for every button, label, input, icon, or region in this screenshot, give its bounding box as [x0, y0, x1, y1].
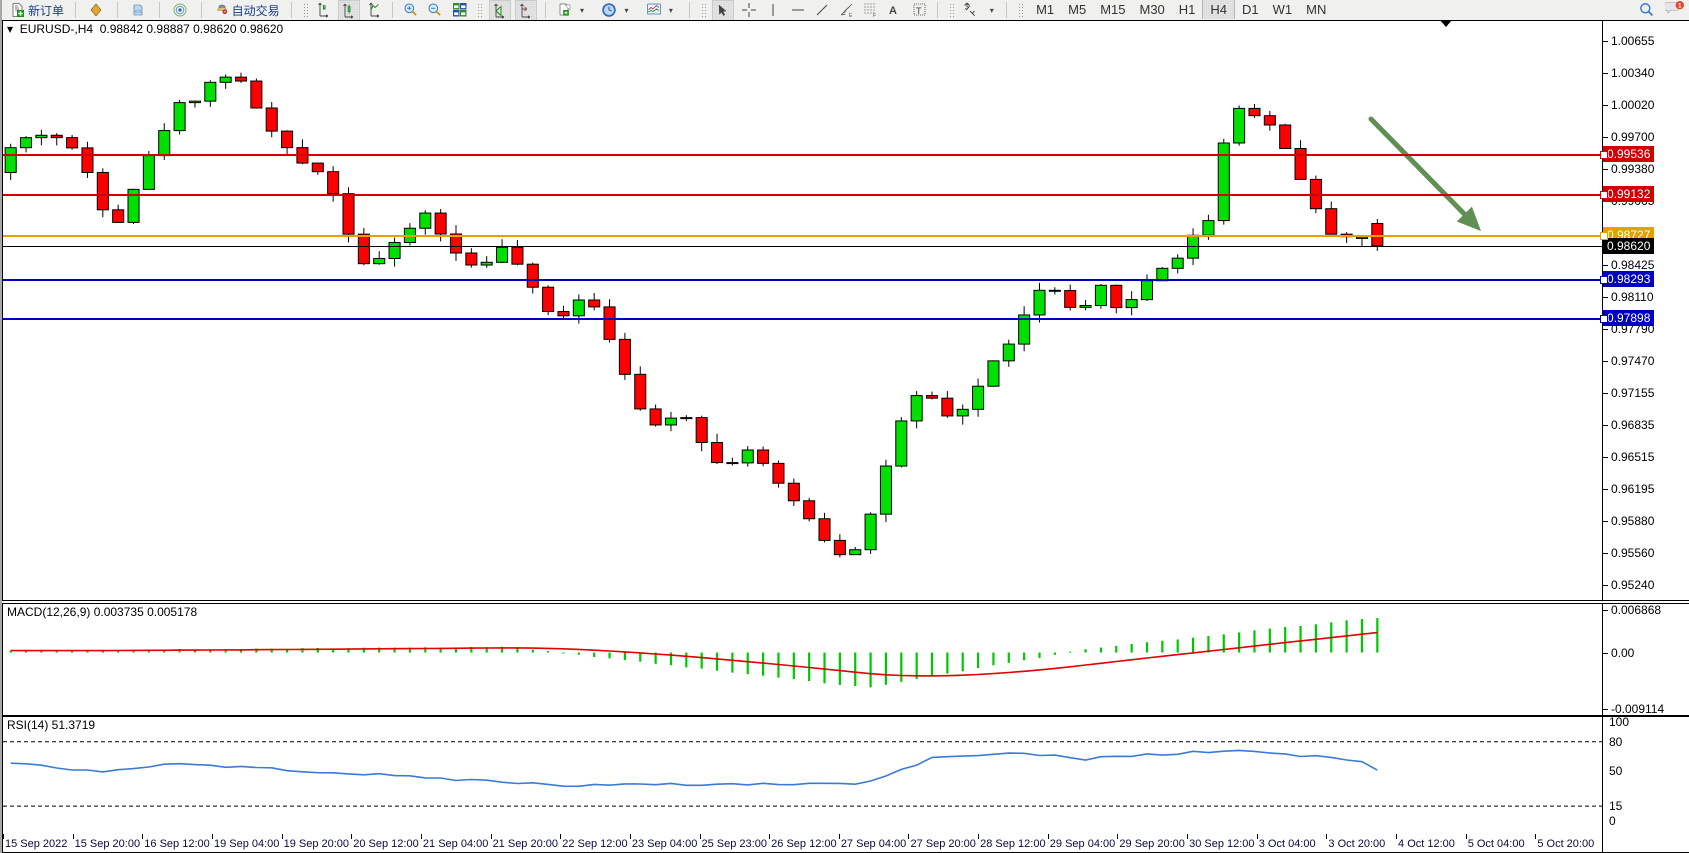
svg-text:F: F — [873, 13, 876, 18]
svg-text:A: A — [889, 5, 897, 17]
svg-text:E: E — [849, 13, 853, 18]
svg-text:1: 1 — [1678, 2, 1682, 9]
svg-text:T: T — [916, 6, 922, 16]
